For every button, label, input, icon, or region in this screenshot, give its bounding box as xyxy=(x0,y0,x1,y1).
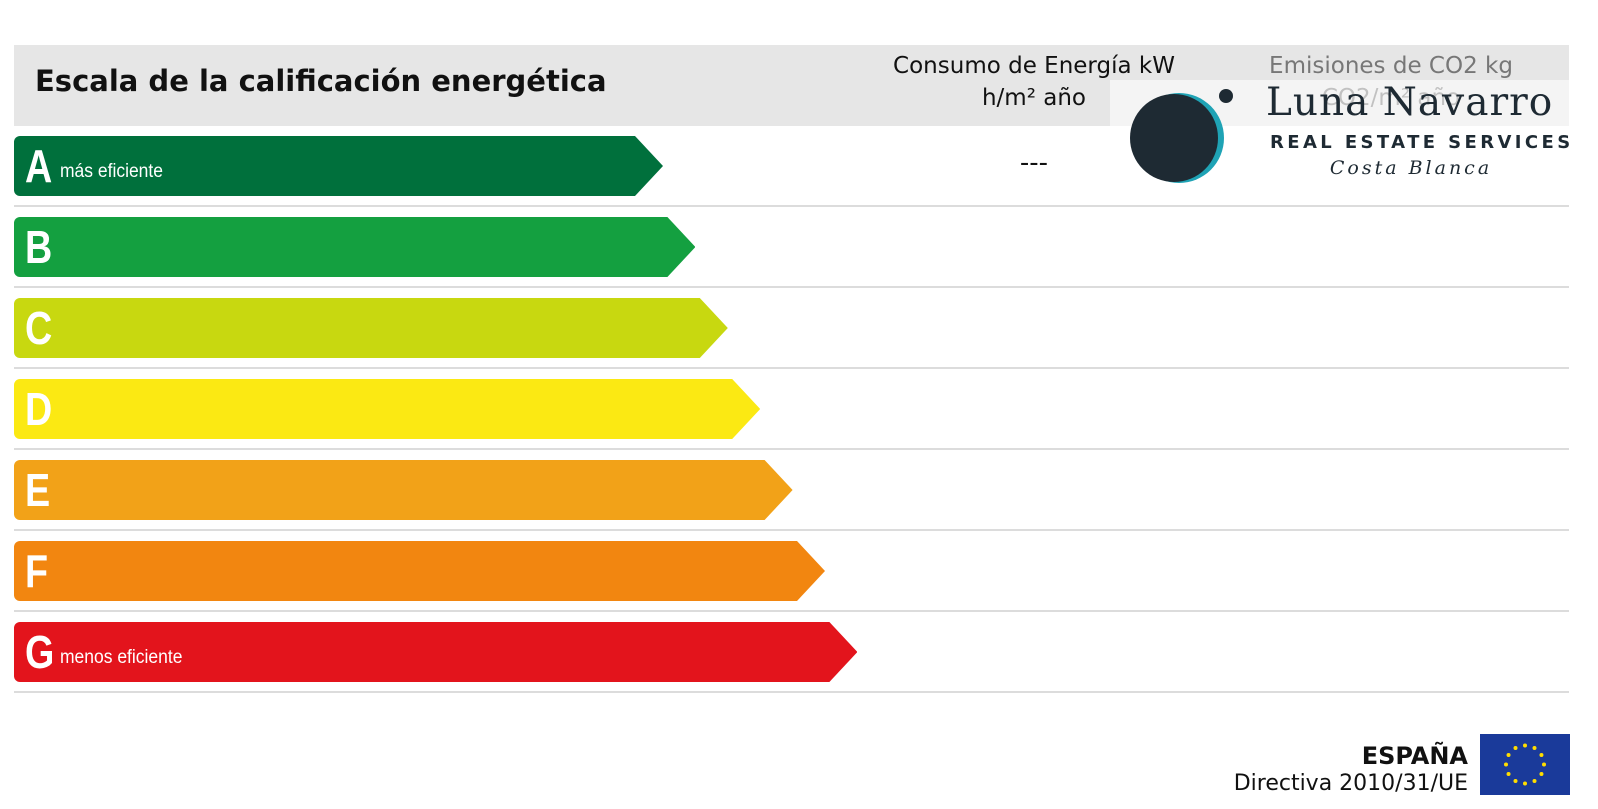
flag-field xyxy=(1480,734,1570,795)
rating-letter: D xyxy=(25,383,53,435)
country: ESPAÑA xyxy=(1361,742,1468,770)
flag-star xyxy=(1539,753,1544,757)
rating-letter: F xyxy=(25,545,49,597)
rating-label: menos eficiente xyxy=(60,647,183,668)
consumption-value: --- xyxy=(1019,148,1049,178)
flag-star xyxy=(1504,762,1508,767)
row-separator xyxy=(14,529,1569,531)
row-separator xyxy=(14,205,1569,207)
row-separator xyxy=(14,286,1569,288)
rating-bar xyxy=(14,217,696,277)
logo-mark xyxy=(1130,89,1233,183)
row-separator xyxy=(14,610,1569,612)
flag-star xyxy=(1523,743,1527,748)
title: Escala de la calificación energética xyxy=(35,64,607,98)
flag-star xyxy=(1506,772,1511,776)
rating-letter: A xyxy=(25,140,53,192)
logo-name: Luna Navarro xyxy=(1266,80,1554,125)
logo-dot xyxy=(1219,89,1233,103)
rating-bar xyxy=(14,379,761,439)
rating-bar xyxy=(14,541,825,601)
flag-star xyxy=(1523,781,1527,786)
flag-star xyxy=(1532,778,1537,783)
rating-letter: C xyxy=(25,302,53,354)
logo-tagline: REAL ESTATE SERVICES xyxy=(1270,132,1574,153)
logo-circle xyxy=(1130,94,1218,182)
row-separator xyxy=(14,691,1569,693)
rating-bar xyxy=(14,622,858,682)
rating-bar xyxy=(14,460,793,520)
row-separator xyxy=(14,367,1569,369)
logo-region: Costa Blanca xyxy=(1329,157,1493,179)
rating-label: más eficiente xyxy=(60,161,163,182)
rating-letter: G xyxy=(25,626,55,678)
rating-letter: B xyxy=(25,221,53,273)
flag-star xyxy=(1506,753,1511,757)
rating-letter: E xyxy=(25,464,51,516)
directive: Directiva 2010/31/UE xyxy=(1233,771,1468,796)
flag-star xyxy=(1532,746,1537,751)
flag-star xyxy=(1513,778,1518,783)
column-header: Consumo de Energía kW h/m² año xyxy=(893,53,1175,111)
rating-bar xyxy=(14,298,728,358)
flag-star xyxy=(1513,746,1518,751)
flag-star xyxy=(1542,762,1546,767)
row-separator xyxy=(14,448,1569,450)
eu-flag xyxy=(1480,734,1570,795)
rating-bar xyxy=(14,136,663,196)
flag-star xyxy=(1539,772,1544,776)
